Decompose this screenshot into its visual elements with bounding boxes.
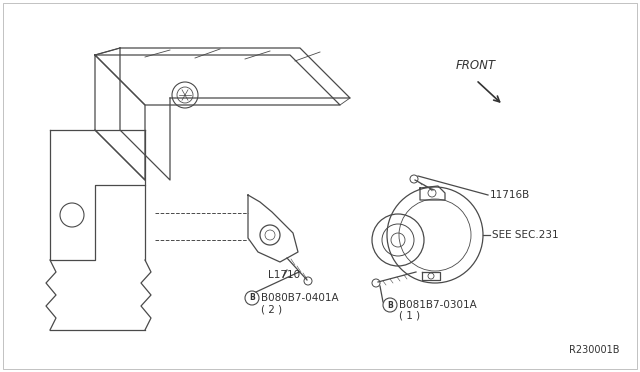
Text: ( 2 ): ( 2 ) xyxy=(261,304,282,314)
Text: R230001B: R230001B xyxy=(570,345,620,355)
Text: B: B xyxy=(249,294,255,302)
Text: SEE SEC.231: SEE SEC.231 xyxy=(492,230,559,240)
Text: L1710: L1710 xyxy=(268,270,300,280)
Text: B080B7-0401A: B080B7-0401A xyxy=(261,293,339,303)
Text: 11716B: 11716B xyxy=(490,190,531,200)
Text: FRONT: FRONT xyxy=(456,59,496,72)
Text: ( 1 ): ( 1 ) xyxy=(399,311,420,321)
Text: B: B xyxy=(387,301,393,310)
Text: B081B7-0301A: B081B7-0301A xyxy=(399,300,477,310)
